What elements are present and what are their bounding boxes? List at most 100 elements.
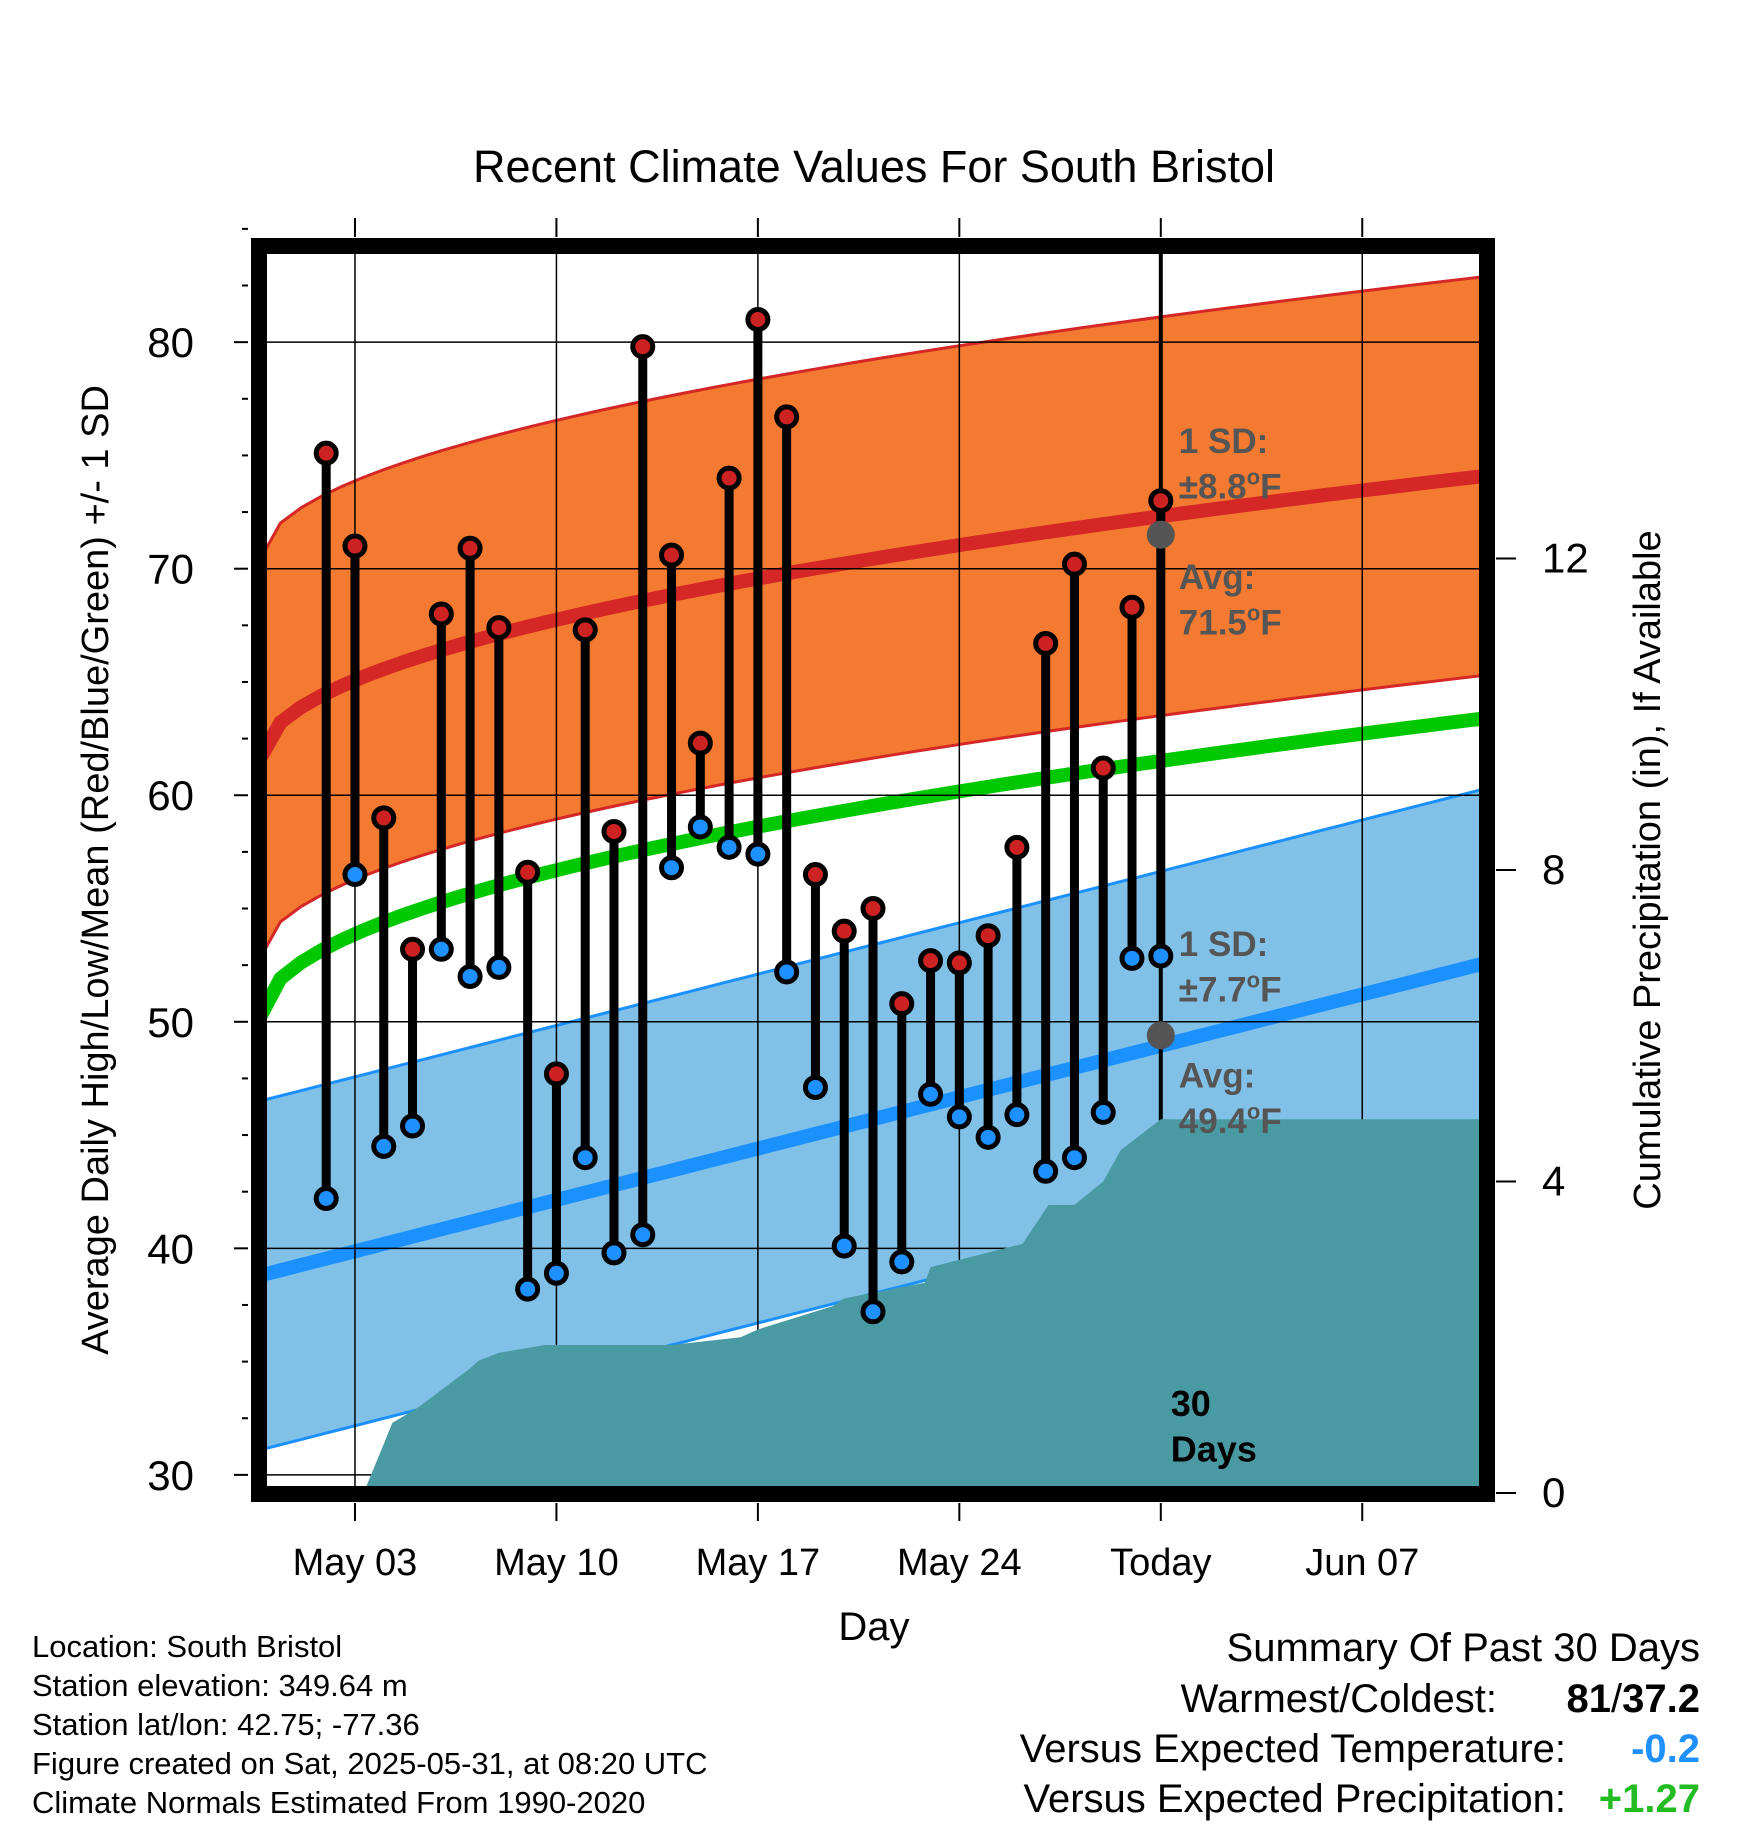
y2-axis-title: Cumulative Precipitation (in), If Availa… xyxy=(1627,530,1669,1209)
low-point xyxy=(1119,945,1145,971)
high-point xyxy=(1004,834,1030,860)
low-point xyxy=(946,1104,972,1130)
low-point xyxy=(889,1249,915,1275)
summary-temp-value: -0.2 xyxy=(1631,1727,1700,1771)
period-unit: Days xyxy=(1171,1428,1257,1469)
y2-tick-label: 8 xyxy=(1542,846,1565,893)
y2-tick-label: 12 xyxy=(1542,535,1589,582)
high-sd-value: ±8.8oF xyxy=(1179,464,1282,506)
x-tick-label: May 03 xyxy=(293,1542,418,1584)
x-tick-label: May 24 xyxy=(897,1542,1022,1584)
low-point xyxy=(860,1299,886,1325)
footer: Location: South Bristol Station elevatio… xyxy=(32,1629,708,1820)
low-point xyxy=(1033,1158,1059,1184)
period-count: 30 xyxy=(1171,1383,1211,1424)
high-avg-value: 71.5oF xyxy=(1179,600,1282,642)
low-point xyxy=(630,1222,656,1248)
low-avg-value: 49.4oF xyxy=(1179,1099,1282,1141)
low-point xyxy=(486,954,512,980)
x-tick-label: May 10 xyxy=(494,1542,619,1584)
low-point xyxy=(716,834,742,860)
high-sd-value-degree: o xyxy=(1247,464,1260,489)
high-point xyxy=(659,542,685,568)
daily-bars xyxy=(313,306,1175,1325)
summary-warm-low: 37.2 xyxy=(1622,1677,1700,1721)
high-point xyxy=(486,615,512,641)
high-point xyxy=(860,896,886,922)
high-point xyxy=(745,306,771,332)
high-point xyxy=(572,617,598,643)
low-point xyxy=(543,1260,569,1286)
low-point xyxy=(428,936,454,962)
y-tick-label: 50 xyxy=(147,999,194,1046)
high-point xyxy=(687,730,713,756)
low-point xyxy=(515,1276,541,1302)
x-axis-title: Day xyxy=(838,1605,909,1649)
y-axis-title: Average Daily High/Low/Mean (Red/Blue/Gr… xyxy=(75,385,117,1355)
high-point xyxy=(400,936,426,962)
high-point xyxy=(802,862,828,888)
high-sd-label: 1 SD: xyxy=(1179,422,1268,461)
high-point xyxy=(946,950,972,976)
low-point xyxy=(687,814,713,840)
low-point xyxy=(802,1074,828,1100)
high-avg-value-value: 71.5 xyxy=(1179,603,1247,642)
low-point xyxy=(400,1113,426,1139)
high-avg-label: Avg: xyxy=(1179,558,1255,597)
x-tick-label: Jun 07 xyxy=(1305,1542,1419,1584)
summary-temp-label: Versus Expected Temperature: xyxy=(1020,1727,1566,1771)
y-tick-label: 70 xyxy=(147,546,194,593)
high-point xyxy=(313,440,339,466)
low-point xyxy=(1148,943,1174,969)
low-point xyxy=(313,1185,339,1211)
high-point xyxy=(1119,594,1145,620)
x-tick-label: May 17 xyxy=(696,1542,821,1584)
high-point xyxy=(918,948,944,974)
high-point xyxy=(1148,488,1174,514)
high-point xyxy=(889,991,915,1017)
low-point xyxy=(1090,1099,1116,1125)
low-sd-value-value: ±7.7 xyxy=(1179,970,1247,1009)
today-low-avg-marker xyxy=(1146,1021,1175,1050)
low-point xyxy=(831,1233,857,1259)
high-point xyxy=(428,601,454,627)
high-point xyxy=(1090,755,1116,781)
y2-tick-label: 0 xyxy=(1542,1469,1565,1516)
y-tick-label: 40 xyxy=(147,1225,194,1272)
footer-elevation: Station elevation: 349.64 m xyxy=(32,1668,408,1703)
high-point xyxy=(457,535,483,561)
y-tick-label: 30 xyxy=(147,1452,194,1499)
low-point xyxy=(572,1145,598,1171)
summary-warm-sep: / xyxy=(1611,1677,1623,1721)
low-sd-label: 1 SD: xyxy=(1179,925,1268,964)
low-point xyxy=(918,1081,944,1107)
high-point xyxy=(515,859,541,885)
low-point xyxy=(1061,1145,1087,1171)
footer-location: Location: South Bristol xyxy=(32,1629,342,1664)
high-point xyxy=(342,533,368,559)
high-point xyxy=(774,404,800,430)
low-point xyxy=(975,1124,1001,1150)
summary-warmest-label: Warmest/Coldest: xyxy=(1181,1677,1497,1721)
high-point xyxy=(831,918,857,944)
low-point xyxy=(774,959,800,985)
axis-ticks: 30 40 50 60 70 80 0 4 8 12 May 03 May 10 May 17 May 2… xyxy=(147,218,1589,1584)
high-avg-value-degree: o xyxy=(1247,600,1260,625)
low-sd-value-degree: o xyxy=(1247,967,1260,992)
normal-mean-line xyxy=(260,711,1486,1021)
high-avg-value-unit: F xyxy=(1260,603,1281,642)
low-point xyxy=(1004,1102,1030,1128)
low-point xyxy=(457,963,483,989)
summary-title: Summary Of Past 30 Days xyxy=(1227,1626,1700,1670)
low-point xyxy=(601,1240,627,1266)
y-tick-label: 80 xyxy=(147,319,194,366)
high-point xyxy=(1061,551,1087,577)
low-point xyxy=(371,1133,397,1159)
summary-warm-high: 81 xyxy=(1567,1677,1612,1721)
high-band xyxy=(260,276,1486,959)
footer-created: Figure created on Sat, 2025-05-31, at 08… xyxy=(32,1746,708,1781)
summary-warmest-value: 81/37.2 xyxy=(1567,1677,1700,1721)
footer-normals: Climate Normals Estimated From 1990-2020 xyxy=(32,1785,645,1820)
